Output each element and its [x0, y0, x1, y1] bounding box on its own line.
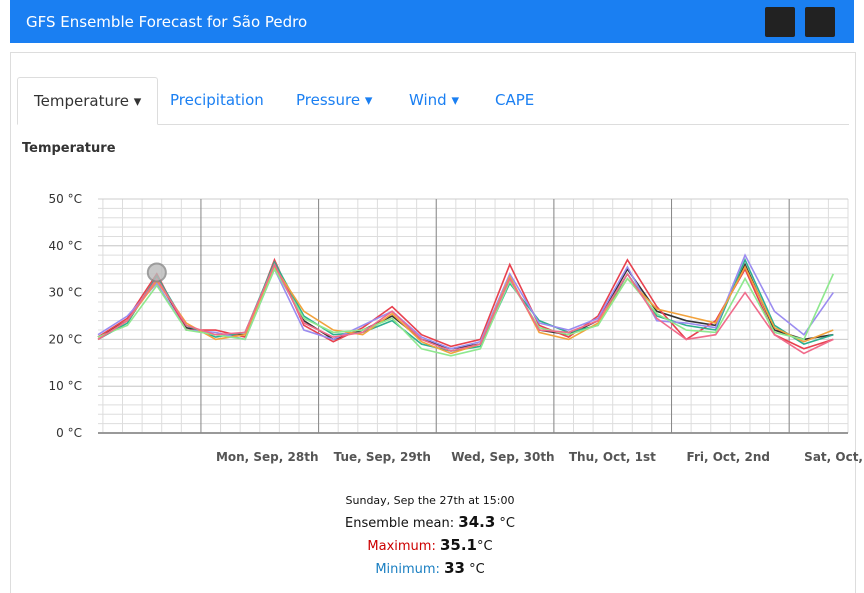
tooltip-mean: Ensemble mean: 34.3 °C	[280, 513, 580, 531]
x-tick-label: Thu, Oct, 1st	[569, 450, 656, 464]
tab[interactable]: Precipitation	[154, 77, 280, 123]
header-title: GFS Ensemble Forecast for São Pedro	[26, 13, 308, 31]
y-tick-label: 50 °C	[49, 192, 82, 206]
y-tick-label: 10 °C	[49, 379, 82, 393]
label: Maximum:	[367, 539, 436, 554]
panel: Temperature ▾ Precipitation Pressure ▾ W…	[10, 52, 856, 593]
unit: °C	[469, 562, 485, 577]
x-tick-label: Tue, Sep, 29th	[334, 450, 431, 464]
x-tick-label: Mon, Sep, 28th	[216, 450, 319, 464]
tab-label: Pressure	[296, 91, 361, 109]
tooltip-date: Sunday, Sep the 27th at 15:00	[345, 494, 515, 507]
twitter-icon[interactable]	[765, 7, 795, 37]
tab[interactable]: Pressure ▾	[296, 91, 373, 109]
chart-title: Temperature	[22, 141, 116, 156]
tab[interactable]: Temperature ▾	[17, 77, 159, 125]
tooltip-marker	[146, 262, 167, 283]
unit: °C	[477, 539, 493, 554]
series-line	[97, 267, 835, 357]
tab-label: Wind	[409, 91, 447, 109]
y-tick-label: 0 °C	[56, 426, 82, 440]
facebook-icon[interactable]	[805, 7, 835, 37]
value: 35.1	[439, 536, 477, 554]
value: 33	[444, 559, 465, 577]
tooltip-max: Maximum: 35.1°C	[280, 536, 580, 554]
tab-label: Precipitation	[170, 91, 264, 109]
tab-label: Temperature	[34, 92, 130, 110]
y-tick-label: 40 °C	[49, 239, 82, 253]
label: Minimum:	[375, 562, 440, 577]
label: Ensemble mean:	[344, 516, 455, 531]
unit: °C	[499, 516, 515, 531]
value: 34.3	[458, 513, 496, 531]
tab[interactable]: Wind ▾	[409, 91, 460, 109]
y-tick-label: 20 °C	[49, 332, 82, 346]
tab[interactable]: CAPE	[479, 77, 550, 123]
series-line	[97, 257, 834, 350]
header: GFS Ensemble Forecast for São Pedro	[10, 0, 854, 43]
y-tick-label: 30 °C	[49, 286, 82, 300]
series-line	[97, 265, 834, 355]
x-tick-label: Fri, Oct, 2nd	[687, 450, 770, 464]
tab-label: CAPE	[495, 91, 535, 109]
x-tick-label: Sat, Oct, 3rd	[804, 450, 864, 464]
tabs: Temperature ▾ Precipitation Pressure ▾ W…	[17, 77, 849, 125]
x-tick-label: Wed, Sep, 30th	[451, 450, 554, 464]
tooltip-min: Minimum: 33 °C	[280, 559, 580, 577]
series-line	[97, 262, 834, 355]
